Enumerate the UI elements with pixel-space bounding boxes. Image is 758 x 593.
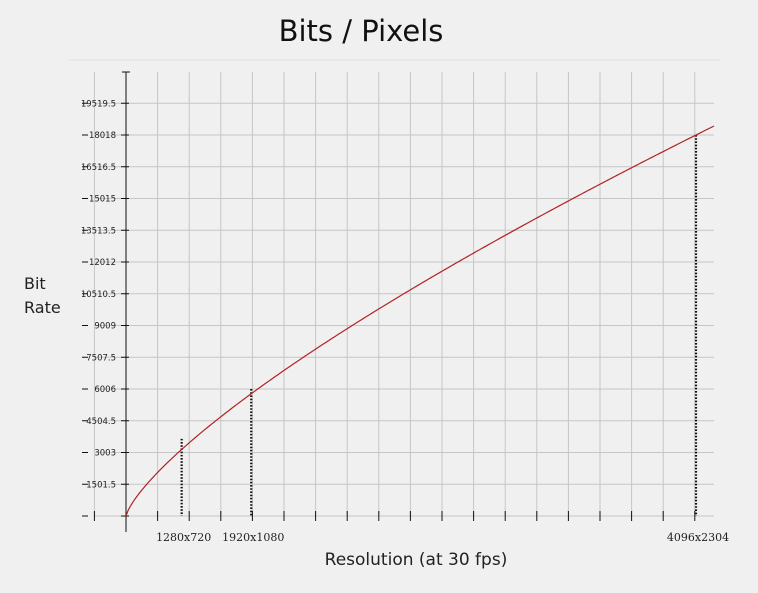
x-axis-label: Resolution (at 30 fps) bbox=[324, 550, 508, 570]
y-tick-label-8: 12012 bbox=[89, 258, 116, 268]
y-tick-label-13: 19519.5 bbox=[81, 99, 116, 109]
y-tick-label-6: 9009 bbox=[94, 322, 116, 332]
series-layer bbox=[125, 125, 715, 517]
y-axis-label: Bit Rate bbox=[24, 272, 61, 320]
y-tick-label-3: 4504.5 bbox=[86, 417, 116, 427]
x-ticks bbox=[82, 102, 696, 521]
y-tick-label-10: 15015 bbox=[89, 195, 116, 205]
series-line bbox=[125, 125, 715, 517]
x-tick-label-0: 1280x720 bbox=[156, 531, 211, 544]
grid bbox=[93, 72, 714, 517]
chart-title: Bits / Pixels bbox=[278, 14, 444, 48]
axes bbox=[122, 71, 130, 532]
marker-lines bbox=[180, 135, 698, 516]
x-tick-label-1: 1920x1080 bbox=[222, 531, 284, 544]
y-tick-label-11: 16516.5 bbox=[81, 163, 116, 173]
y-axis-label-line-2: Rate bbox=[24, 298, 61, 317]
y-tick-label-7: 10510.5 bbox=[81, 290, 116, 300]
y-tick-label-1: 1501.5 bbox=[86, 480, 116, 490]
x-tick-labels: 1280x720 1920x1080 4096x2304 bbox=[156, 531, 729, 544]
y-tick-label-12: 18018 bbox=[89, 131, 116, 141]
y-axis-label-line-1: Bit bbox=[24, 274, 46, 293]
y-ticks: 1501.5 3003 4504.5 6006 7507.5 9009 10510.5 120… bbox=[81, 99, 129, 517]
y-tick-label-5: 7507.5 bbox=[86, 353, 116, 363]
y-tick-label-9: 13513.5 bbox=[81, 226, 116, 236]
x-tick-label-2: 4096x2304 bbox=[667, 531, 729, 544]
y-tick-label-2: 3003 bbox=[94, 449, 116, 459]
y-tick-label-4: 6006 bbox=[94, 385, 116, 395]
